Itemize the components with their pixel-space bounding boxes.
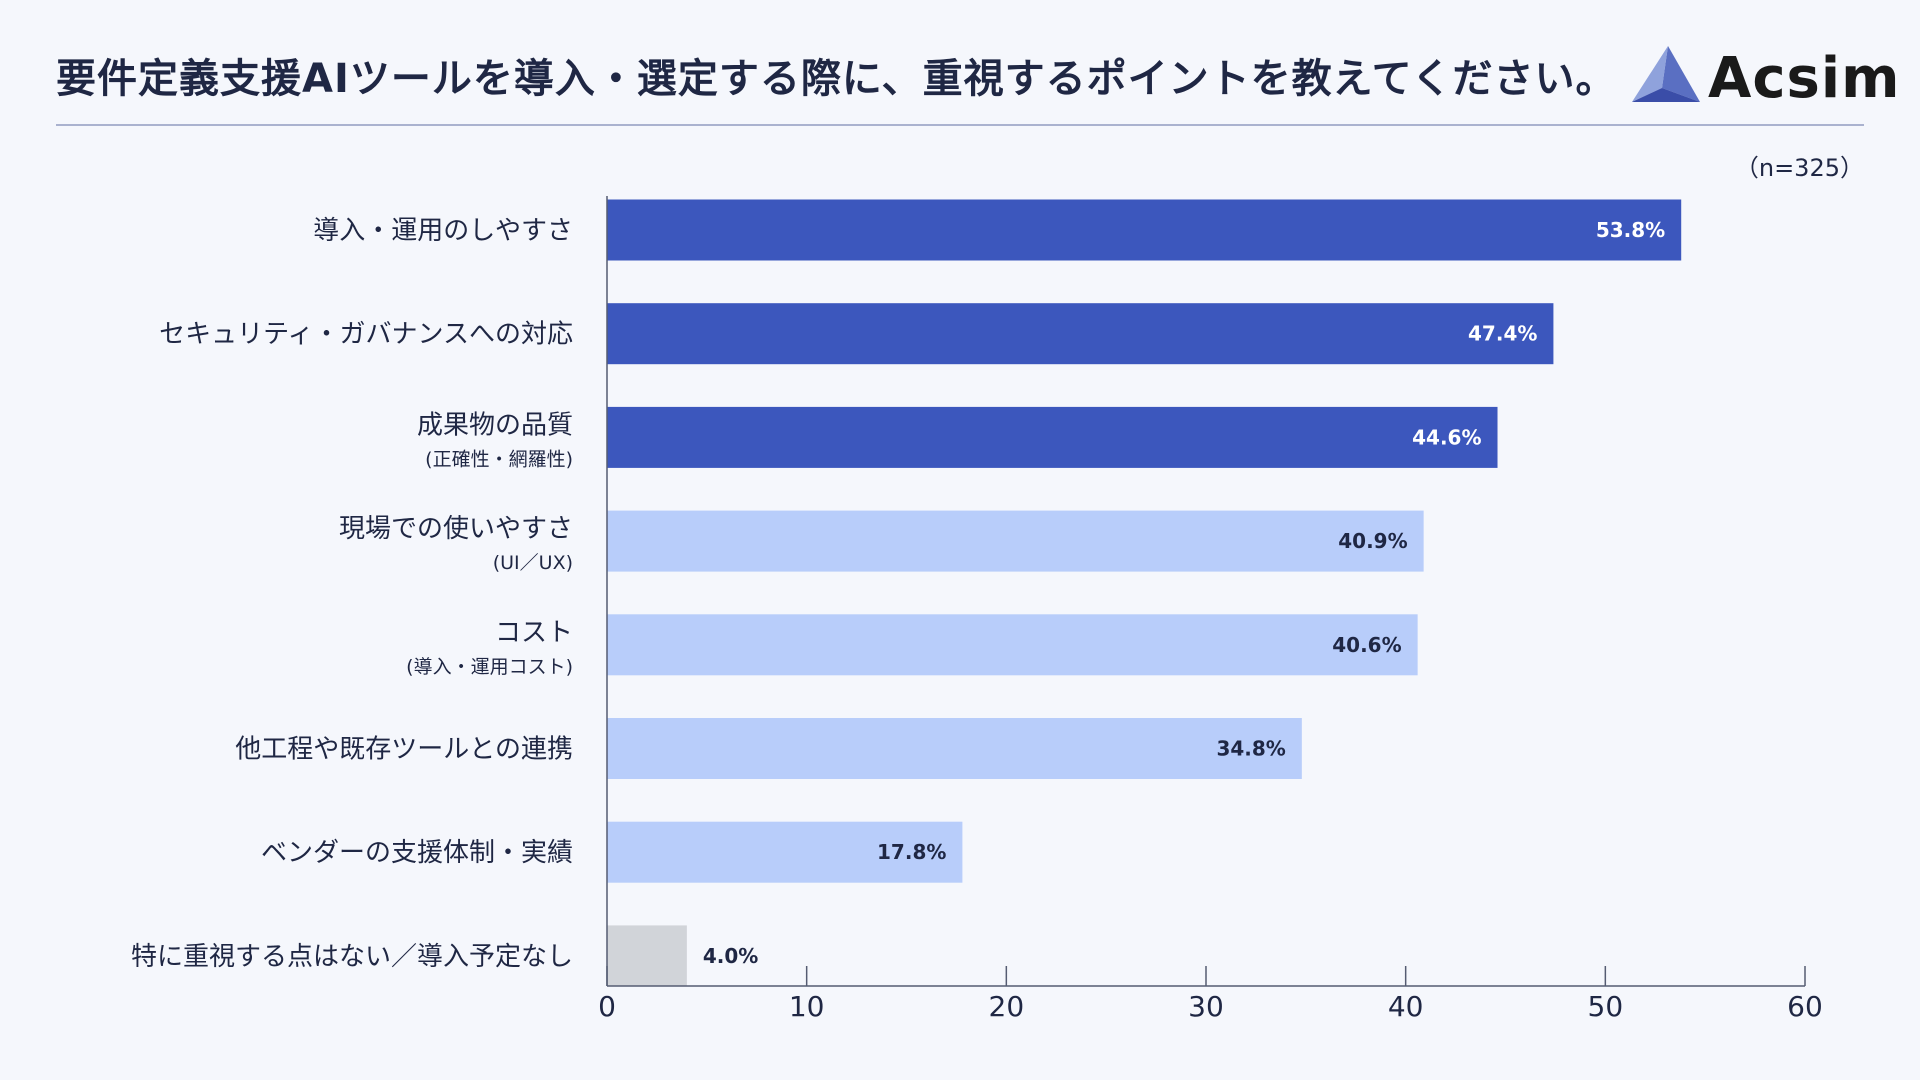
x-tick-label: 20 — [989, 990, 1025, 1023]
sample-size: （n=325） — [1734, 154, 1864, 182]
category-label: 特に重視する点はない／導入予定なし — [131, 942, 573, 972]
x-tick-label: 40 — [1388, 990, 1424, 1023]
category-label: 成果物の品質 — [417, 410, 573, 440]
category-sub-label: (正確性・網羅性) — [425, 448, 573, 470]
bar-value-label: 44.6% — [1412, 425, 1481, 449]
bar-value-label: 34.8% — [1216, 737, 1285, 761]
bar-value-label: 47.4% — [1468, 322, 1537, 346]
header-divider — [56, 124, 1864, 126]
bar-value-label: 53.8% — [1596, 218, 1665, 242]
triangle-logo-icon — [1632, 46, 1700, 102]
category-sub-label: (導入・運用コスト) — [406, 656, 573, 678]
bars-layer: 53.8% 導入・運用のしやすさ 47.4% セキュリティ・ガバナンスへの対応 44.6… — [131, 199, 1682, 987]
bar — [607, 925, 687, 987]
x-tick-label: 0 — [598, 990, 616, 1023]
category-label: 現場での使いやすさ — [339, 514, 573, 544]
bar — [607, 510, 1424, 572]
category-sub-label: (UI／UX) — [493, 552, 573, 574]
page-title: 要件定義支援AIツールを導入・選定する際に、重視するポイントを教えてください。 — [56, 56, 1617, 102]
axis-layer: 0 10 20 30 40 50 60 — [598, 196, 1823, 1023]
logo-text: Acsim — [1708, 46, 1901, 111]
category-label: セキュリティ・ガバナンスへの対応 — [159, 320, 573, 350]
category-label: ベンダーの支援体制・実績 — [261, 838, 573, 868]
category-label: 導入・運用のしやすさ — [313, 216, 573, 246]
bar — [607, 821, 963, 883]
bar-value-label: 4.0% — [703, 944, 758, 968]
category-label: コスト — [495, 618, 573, 648]
x-tick-label: 50 — [1588, 990, 1624, 1023]
bar-value-label: 40.6% — [1332, 633, 1401, 657]
bar — [607, 614, 1418, 676]
bar — [607, 718, 1302, 779]
bar — [607, 303, 1554, 365]
bar — [607, 199, 1682, 261]
category-label: 他工程や既存ツールとの連携 — [235, 735, 573, 765]
acsim-logo: Acsim — [1628, 40, 1899, 111]
bar-value-label: 40.9% — [1338, 529, 1407, 553]
bar — [607, 406, 1498, 468]
x-tick-label: 60 — [1787, 990, 1823, 1023]
x-tick-label: 30 — [1188, 990, 1224, 1023]
bar-value-label: 17.8% — [877, 840, 946, 864]
x-tick-label: 10 — [789, 990, 825, 1023]
